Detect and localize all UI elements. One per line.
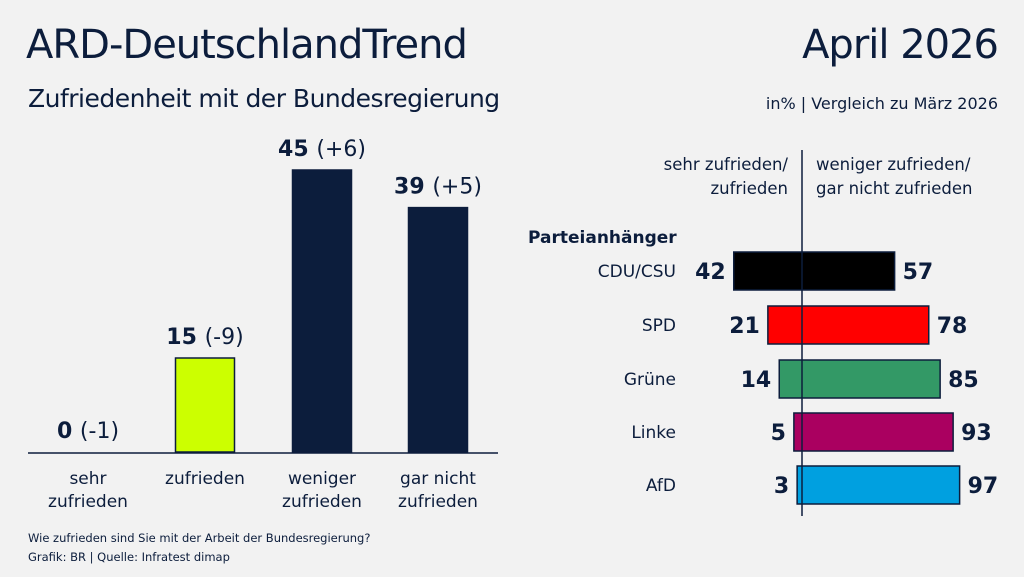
category-label-3: zufrieden [398,492,478,512]
party-label-0: CDU/CSU [598,262,676,282]
survey-question: Wie zufrieden sind Sie mit der Arbeit de… [28,531,371,545]
source-note: Grafik: BR | Quelle: Infratest dimap [28,550,230,564]
category-label-0: zufrieden [48,492,128,512]
value-label-0: 0 (-1) [57,419,119,444]
category-label-3: gar nicht [400,469,476,489]
bar-3 [407,206,469,453]
category-label-2: weniger [288,469,356,489]
right-value-3: 93 [961,421,992,446]
left-value-4: 3 [774,474,789,499]
value-label-1: 15 (-9) [166,325,243,350]
left-header: sehr zufrieden/ [664,155,789,174]
party-label-1: SPD [642,316,676,336]
right-header: gar nicht zufrieden [816,179,972,198]
party-label-4: AfD [646,476,676,496]
party-label-3: Linke [631,423,676,443]
right-value-1: 78 [937,314,968,339]
right-header: weniger zufrieden/ [816,155,971,174]
left-value-2: 14 [741,368,772,393]
chart-title: ARD-DeutschlandTrend [26,22,468,68]
right-value-4: 97 [968,474,999,499]
party-bar-2 [778,359,941,399]
value-label-2: 45 (+6) [278,137,366,162]
category-label-2: zufrieden [282,492,362,512]
value-label-3: 39 (+5) [394,175,482,200]
bar-1 [174,357,236,453]
party-bar-0 [733,251,896,291]
bar-2 [291,169,353,453]
group-label: Parteianhänger [528,228,677,248]
survey-date: April 2026 [802,22,999,68]
party-bar-4 [796,465,961,505]
left-header: zufrieden [710,179,788,198]
left-value-0: 42 [695,260,726,285]
category-label-1: zufrieden [165,469,245,489]
chart-subtitle: Zufriedenheit mit der Bundesregierung [28,84,500,113]
left-value-1: 21 [729,314,760,339]
party-label-2: Grüne [624,370,676,390]
right-value-2: 85 [948,368,979,393]
party-bar-3 [793,412,954,452]
category-label-0: sehr [69,469,106,489]
left-value-3: 5 [771,421,786,446]
unit-note: in% | Vergleich zu März 2026 [765,94,998,113]
right-value-0: 57 [903,260,934,285]
party-bar-1 [767,305,930,345]
